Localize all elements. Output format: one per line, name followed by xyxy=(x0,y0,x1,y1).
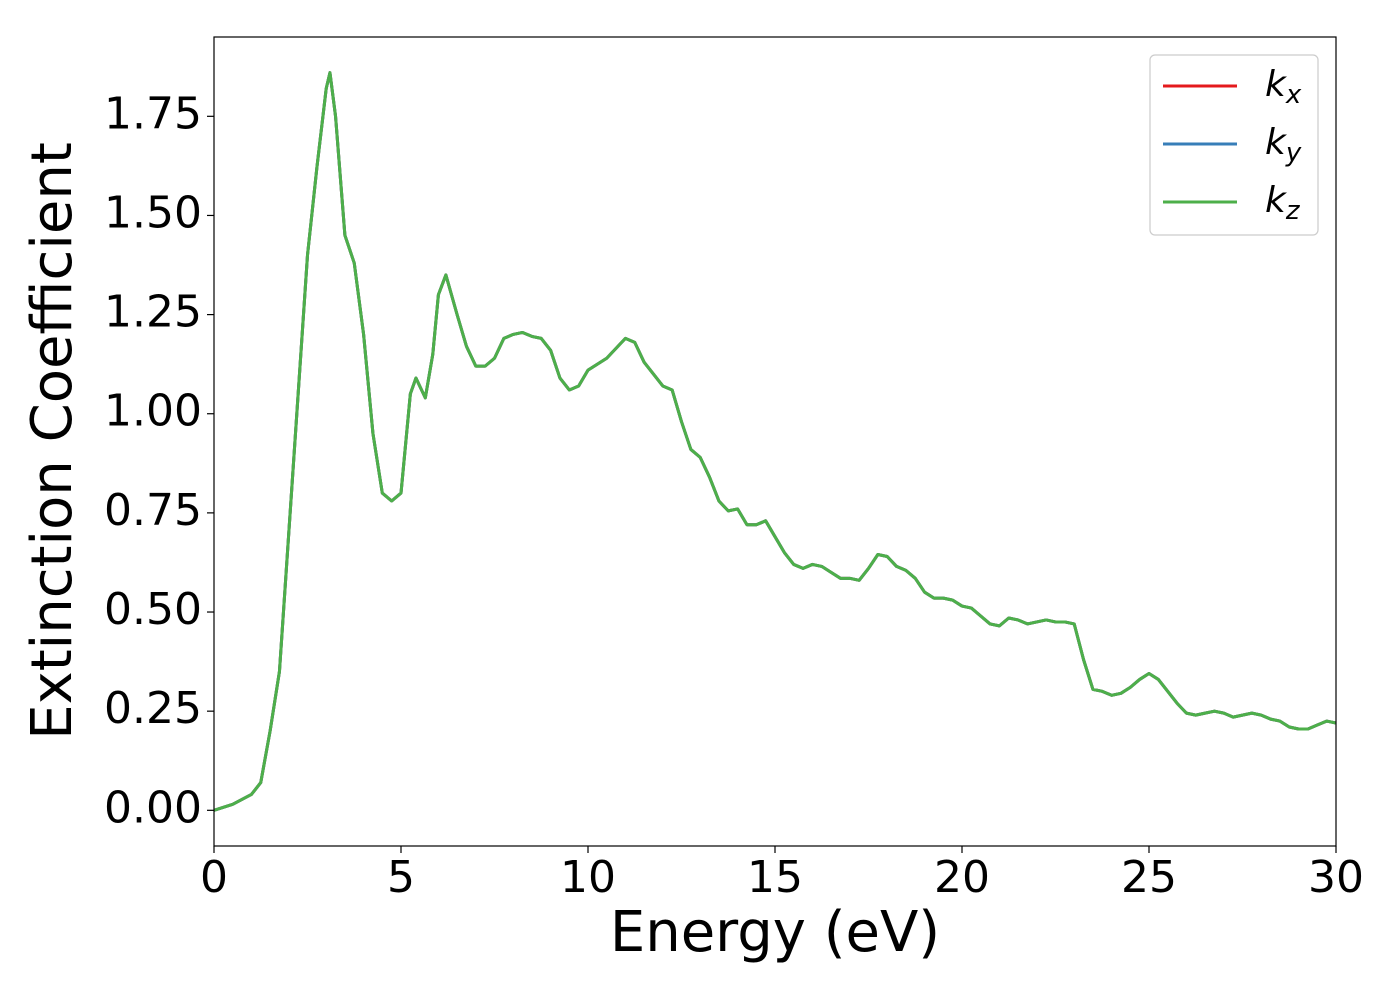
y-tick-label: 0.25 xyxy=(104,683,202,734)
x-tick-label: 5 xyxy=(387,852,415,903)
legend-label: ky xyxy=(1265,122,1302,168)
y-tick-label: 0.50 xyxy=(104,584,202,635)
y-tick-label: 0.75 xyxy=(104,485,202,536)
series-line xyxy=(214,71,1336,812)
y-tick-label: 1.50 xyxy=(104,187,202,238)
y-tick-label: 0.00 xyxy=(104,782,202,833)
legend-label: kx xyxy=(1265,64,1302,110)
y-axis-label: Extinction Coefficient xyxy=(20,142,85,740)
y-tick-label: 1.25 xyxy=(104,287,202,338)
x-tick-label: 25 xyxy=(1121,852,1177,903)
legend-label: kz xyxy=(1265,180,1301,226)
x-tick-label: 10 xyxy=(560,852,616,903)
x-tick-label: 30 xyxy=(1308,852,1364,903)
y-tick-label: 1.00 xyxy=(104,386,202,437)
x-tick-label: 20 xyxy=(934,852,990,903)
plot-frame xyxy=(213,36,1337,847)
x-tick-label: 0 xyxy=(200,852,228,903)
y-tick-label: 1.75 xyxy=(104,88,202,139)
x-tick-label: 15 xyxy=(747,852,803,903)
x-axis-label: Energy (eV) xyxy=(610,900,940,965)
